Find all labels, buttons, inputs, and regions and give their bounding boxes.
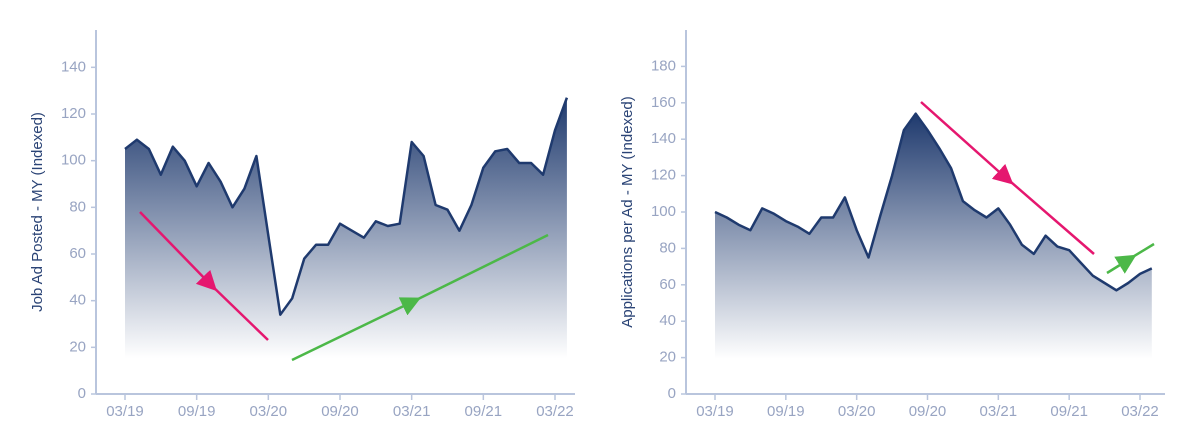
x-tick-label: 09/21 [1050,403,1088,420]
x-tick-label: 09/20 [321,403,359,420]
y-tick-label: 0 [668,385,676,402]
y-tick-label: 40 [69,292,86,309]
up-arrow [1106,254,1137,275]
x-tick-label: 03/20 [250,403,288,420]
y-tick-label: 120 [651,167,676,184]
x-tick-label: 03/20 [838,403,876,420]
area-fill [715,113,1152,372]
y-tick-label: 160 [651,94,676,111]
x-tick-label: 03/19 [106,403,144,420]
y-tick-label: 20 [659,349,676,366]
y-tick-label: 20 [69,338,86,355]
x-tick-label: 09/21 [465,403,503,420]
y-tick-label: 140 [651,130,676,147]
x-tick-label: 03/22 [1121,403,1159,420]
up-arrow [1125,242,1155,263]
down-arrow [920,101,1014,185]
x-tick-label: 03/22 [536,403,574,420]
y-tick-label: 140 [61,58,86,75]
y-tick-label: 0 [78,385,86,402]
x-tick-label: 03/19 [696,403,734,420]
x-tick-label: 03/21 [980,403,1018,420]
up-arrow [291,297,422,362]
line [714,112,1153,292]
down-arrow [1003,175,1095,255]
y-tick-label: 60 [659,276,676,293]
down-arrow [139,211,217,292]
x-tick-label: 09/19 [767,403,805,420]
x-tick-label: 09/19 [178,403,216,420]
y-axis-label: Job Ad Posted - MY (Indexed) [29,112,46,312]
y-tick-label: 100 [61,152,86,169]
line [124,97,569,316]
area-fill [125,97,567,372]
y-tick-label: 120 [61,105,86,122]
y-tick-label: 180 [651,57,676,74]
y-tick-label: 100 [651,203,676,220]
y-tick-label: 80 [659,239,676,256]
down-arrow [207,281,269,341]
y-tick-label: 60 [69,245,86,262]
up-arrow [409,233,549,305]
y-tick-label: 80 [69,198,86,215]
trend-arrows [139,101,1155,362]
y-tick-label: 40 [659,312,676,329]
y-axis-label: Applications per Ad - MY (Indexed) [619,96,636,328]
x-tick-label: 03/21 [393,403,431,420]
x-tick-label: 09/20 [909,403,947,420]
